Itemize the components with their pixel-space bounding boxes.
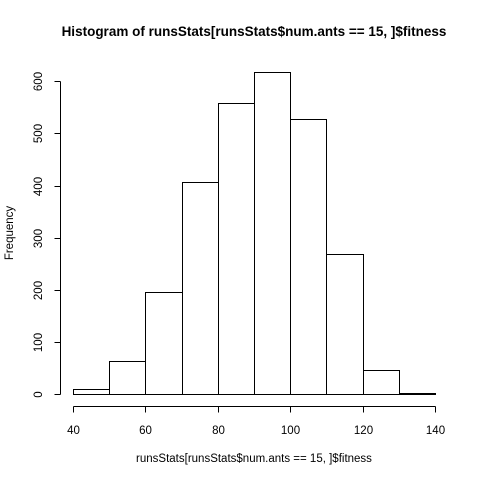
y-tick-label: 600	[33, 72, 45, 91]
y-axis-label: Frequency	[4, 206, 16, 261]
histogram-bar	[218, 103, 255, 395]
y-tick-label: 0	[33, 391, 45, 397]
bars-group	[73, 72, 436, 395]
histogram-bar	[326, 254, 364, 395]
histogram-bar	[145, 292, 183, 395]
y-tick-label: 400	[33, 177, 45, 196]
y-axis: 0 100 200 300 400 500 600	[33, 72, 61, 398]
histogram-bar	[73, 389, 110, 395]
chart-title: Histogram of runsStats[runsStats$num.ant…	[62, 24, 447, 39]
x-tick-label: 60	[139, 425, 152, 437]
x-tick-label: 120	[354, 425, 373, 437]
histogram-bar	[182, 182, 219, 395]
x-tick-label: 40	[67, 425, 80, 437]
x-tick-label: 100	[281, 425, 300, 437]
histogram-bar	[399, 393, 436, 395]
x-axis: 40 60 80 100 120 140	[67, 406, 445, 437]
histogram-bar	[254, 72, 291, 395]
histogram-bar	[109, 361, 146, 395]
x-tick-label: 140	[426, 425, 445, 437]
y-tick-label: 300	[33, 229, 45, 248]
y-tick-label: 100	[33, 333, 45, 352]
y-tick-label: 200	[33, 281, 45, 300]
y-tick-label: 500	[33, 124, 45, 143]
x-tick-label: 80	[212, 425, 225, 437]
x-axis-label: runsStats[runsStats$num.ants == 15, ]$fi…	[136, 453, 372, 465]
histogram-bar	[363, 370, 400, 395]
histogram-bar	[290, 119, 327, 395]
